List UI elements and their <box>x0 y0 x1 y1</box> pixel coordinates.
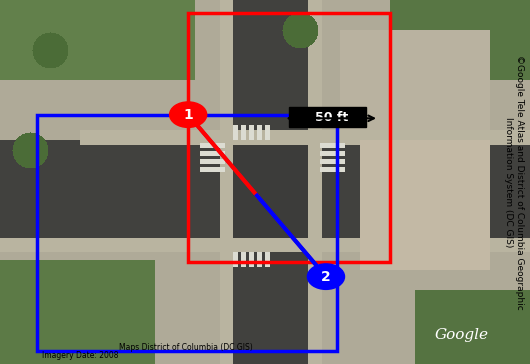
Text: 50 ft: 50 ft <box>315 111 348 124</box>
Bar <box>188 13 390 262</box>
FancyBboxPatch shape <box>289 107 366 127</box>
Text: Imagery Date: 2008: Imagery Date: 2008 <box>42 352 119 360</box>
Text: ©Google Tele Atlas and District of Columbia Geographic
Information System (DC GI: ©Google Tele Atlas and District of Colum… <box>505 55 524 309</box>
Text: Maps District of Columbia (DC GIS): Maps District of Columbia (DC GIS) <box>119 343 252 352</box>
Text: Google: Google <box>435 328 489 342</box>
Text: 1: 1 <box>183 108 193 122</box>
Circle shape <box>307 264 344 289</box>
Text: 2: 2 <box>321 270 331 284</box>
Circle shape <box>170 102 207 127</box>
Bar <box>37 115 337 351</box>
